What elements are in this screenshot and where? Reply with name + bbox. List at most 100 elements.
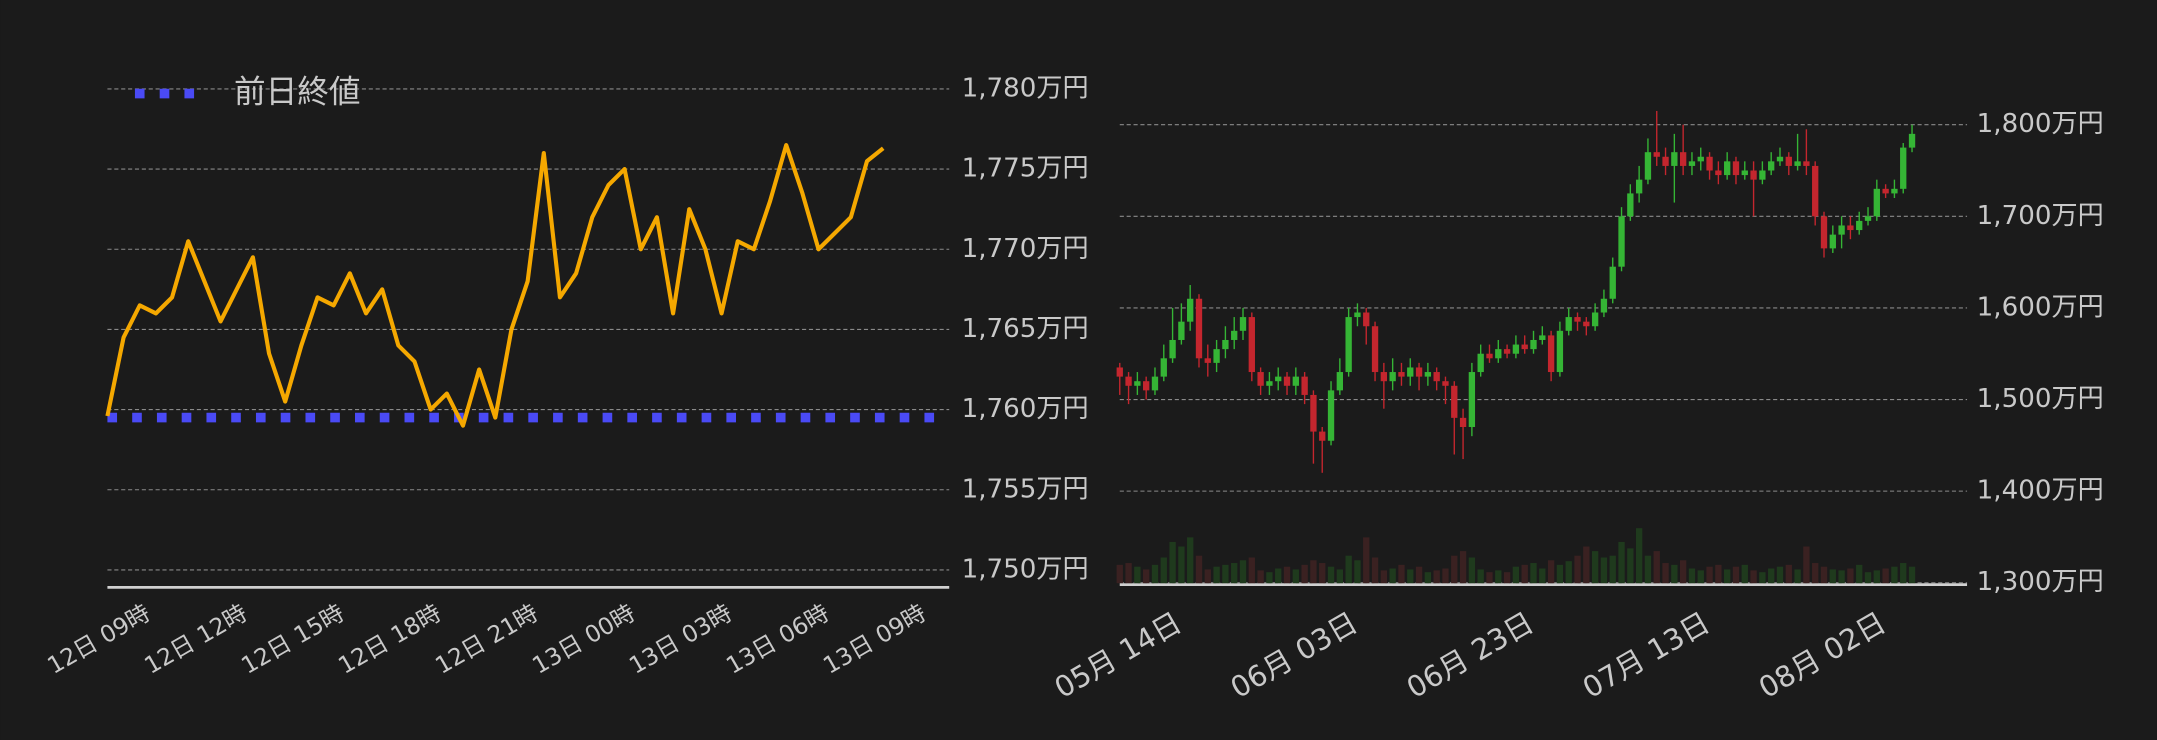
candle-body [1204,358,1211,363]
candle-body [1556,330,1564,373]
volume-bar [1873,570,1880,584]
volume-bar [1503,572,1511,584]
volume-bar [1856,564,1863,584]
legend-label: 前日終値 [234,75,361,111]
candle-body [1116,367,1123,377]
volume-bar [1143,569,1150,584]
candle-body [1231,330,1238,340]
volume-bar [1609,555,1616,584]
candle-body [1759,170,1766,180]
y-tick-label: 1,400万円 [1977,476,2104,506]
volume-bar [1354,560,1361,584]
volume-bar [1565,561,1572,584]
volume-bar [1389,568,1396,584]
candle-body [1398,372,1405,377]
volume-bar [1424,572,1432,584]
volume-bar [1882,568,1889,584]
volume-bar [1239,560,1247,584]
volume-bar [1803,546,1810,584]
candle-body [1486,353,1493,359]
candle-body [1503,349,1511,354]
y-tick-label: 1,760万円 [962,394,1089,424]
candle-body [1732,161,1740,176]
candle-body [1442,381,1449,386]
candle-body [1908,133,1916,148]
volume-bar [1495,570,1502,584]
candle-body [1275,376,1282,382]
volume-bar [1195,555,1203,584]
candle-body [1363,312,1370,327]
candle-body [1715,170,1722,176]
candle-body [1847,225,1854,231]
volume-bar [1521,564,1528,584]
volume-bar [1644,555,1652,584]
volume-bar [1697,570,1704,584]
y-tick-label: 1,770万円 [962,234,1089,264]
candle-body [1213,349,1220,363]
volume-bar [1812,563,1819,584]
volume-bar [1292,569,1299,584]
candle-body [1644,152,1652,180]
candle-body [1574,317,1581,322]
volume-bar [1776,566,1784,584]
candle-body [1662,156,1669,166]
candle-body [1266,381,1273,386]
volume-bar [1433,570,1440,584]
volume-bar [1829,569,1836,584]
volume-bar [1618,541,1625,584]
candle-body [1292,376,1299,386]
candle-body [1125,376,1132,386]
candle-body [1697,156,1704,162]
candle-body [1820,216,1828,249]
candle-body [1319,431,1326,441]
volume-bar [1275,568,1282,584]
candle-body [1565,317,1572,331]
volume-bar [1398,564,1405,584]
volume-bar [1741,564,1748,584]
volume-bar [1600,557,1608,584]
candle-body [1451,385,1458,418]
volume-bar [1407,569,1414,584]
candle-body [1495,349,1502,359]
candle-body [1187,298,1194,322]
volume-bar [1820,566,1828,584]
volume-bar [1187,537,1194,584]
volume-bar [1688,568,1696,584]
volume-bar [1706,566,1713,584]
candle-body [1160,358,1167,377]
volume-bar [1900,563,1907,584]
candle-body [1169,339,1176,359]
candle-body [1468,372,1476,428]
candle-body [1671,152,1678,166]
volume-bar [1310,560,1317,584]
candle-body [1195,298,1203,359]
candle-body [1812,165,1819,217]
candle-body [1706,156,1713,171]
volume-bar [1301,564,1308,584]
candle-body [1283,376,1291,386]
candle-body [1389,372,1396,382]
volume-bar [1415,566,1423,584]
volume-bar [1556,564,1564,584]
candle-body [1239,317,1247,331]
volume-bar [1724,569,1731,584]
volume-bar [1583,546,1590,584]
volume-bar [1459,551,1467,584]
volume-bar [1574,555,1581,584]
candle-body [1724,161,1731,176]
candle-body [1433,372,1440,382]
volume-bar [1679,560,1687,584]
volume-bar [1864,572,1872,584]
candle-body [1336,372,1344,391]
price-line [105,142,885,428]
volume-bar [1257,570,1264,584]
volume-bar [1732,566,1740,584]
candle-body [1310,394,1317,432]
candle-body [1653,152,1660,157]
candle-body [1591,312,1599,327]
y-tick-label: 1,600万円 [1977,292,2104,322]
candle-body [1785,156,1792,166]
volume-bar [1715,564,1722,584]
